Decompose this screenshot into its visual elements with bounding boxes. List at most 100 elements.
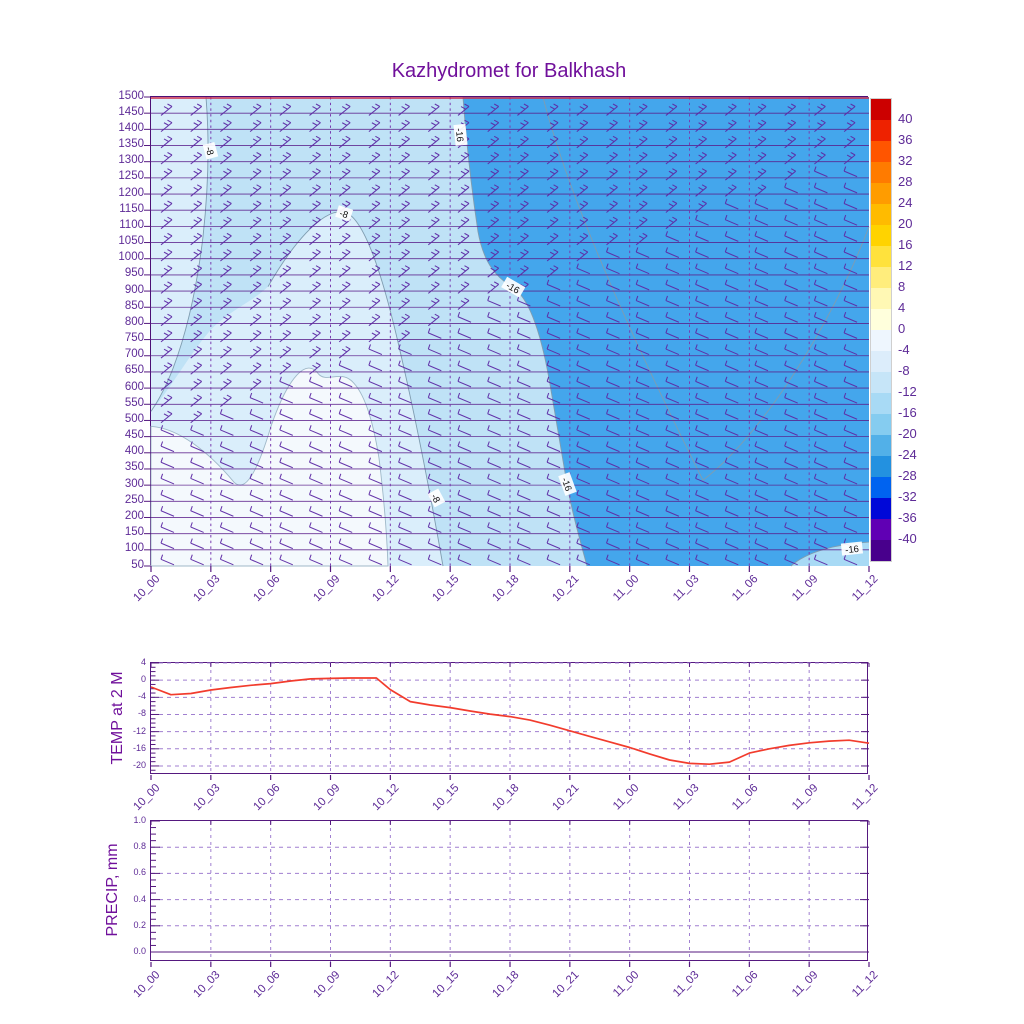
wind-barb xyxy=(190,346,203,359)
wind-barb xyxy=(695,473,709,485)
wind-barb xyxy=(724,328,739,339)
wind-barb xyxy=(457,311,472,323)
wind-barb xyxy=(813,489,828,501)
wind-barb xyxy=(635,328,650,339)
wind-barb xyxy=(457,184,470,197)
wind-barb xyxy=(309,408,323,420)
precip-y-label: 0.0 xyxy=(133,946,146,956)
wind-barb xyxy=(517,119,529,133)
temp-y-label: -20 xyxy=(132,759,146,770)
wind-barb xyxy=(309,200,321,213)
svg-text:-16: -16 xyxy=(453,128,465,143)
colorbar-segment xyxy=(871,519,891,540)
wind-barb xyxy=(576,249,589,262)
wind-barb xyxy=(665,279,680,291)
colorbar-segment xyxy=(871,351,891,372)
wind-barb xyxy=(368,408,383,420)
wind-barb xyxy=(338,441,353,453)
height-label: 1000 xyxy=(118,251,144,264)
wind-barb xyxy=(665,103,678,116)
temp-y-label: -4 xyxy=(137,691,146,702)
wind-barb xyxy=(398,506,412,517)
wind-barb xyxy=(724,231,739,242)
wind-barb xyxy=(576,441,591,453)
wind-barb xyxy=(724,119,737,133)
wind-barb xyxy=(843,152,856,165)
wind-barb xyxy=(546,311,561,323)
wind-barb xyxy=(665,554,680,566)
wind-barb xyxy=(516,376,531,388)
wind-barb xyxy=(754,360,769,372)
colorbar-value: -4 xyxy=(898,342,910,357)
wind-barb xyxy=(160,346,173,359)
wind-barb xyxy=(219,538,234,550)
wind-barb xyxy=(813,392,828,404)
wind-barb xyxy=(546,168,559,181)
wind-barb xyxy=(784,408,798,420)
wind-barb xyxy=(516,392,531,404)
wind-barb xyxy=(576,295,591,307)
wind-barb xyxy=(249,457,264,469)
wind-barb xyxy=(665,263,680,275)
wind-barb xyxy=(606,103,618,116)
temp-y-label: -16 xyxy=(132,742,146,753)
wind-barb xyxy=(368,281,381,294)
wind-barb xyxy=(695,522,709,533)
time-label: 11_03 xyxy=(670,969,701,1000)
wind-barb xyxy=(160,457,175,469)
wind-barb xyxy=(695,135,707,149)
wind-barb xyxy=(427,360,442,372)
wind-barb xyxy=(249,522,264,533)
wind-barb xyxy=(813,506,828,517)
wind-barb xyxy=(338,168,351,181)
colorbar-value: 32 xyxy=(898,153,913,168)
height-label: 750 xyxy=(124,332,144,345)
wind-barb xyxy=(635,489,650,501)
time-label: 10_03 xyxy=(191,573,223,605)
wind-barb xyxy=(843,182,858,194)
wind-barb xyxy=(398,216,410,230)
wind-barb xyxy=(427,457,442,469)
wind-barb xyxy=(368,376,383,388)
wind-barb xyxy=(635,295,650,307)
wind-barb xyxy=(249,408,264,420)
wind-barb xyxy=(814,119,826,133)
wind-barb xyxy=(368,265,381,278)
wind-barb xyxy=(190,410,203,424)
wind-barb xyxy=(427,506,442,517)
wind-barb xyxy=(546,103,559,116)
wind-barb xyxy=(635,247,650,259)
wind-barb xyxy=(487,311,501,323)
wind-barb xyxy=(249,281,262,294)
wind-barb xyxy=(487,408,501,420)
wind-barb xyxy=(309,457,323,469)
wind-barb xyxy=(784,168,797,181)
wind-barb xyxy=(665,457,680,469)
time-label: 10_18 xyxy=(490,969,522,1001)
wind-barb xyxy=(279,441,294,453)
wind-barb xyxy=(368,360,383,372)
wind-barb xyxy=(368,168,381,181)
wind-barb xyxy=(516,538,531,550)
colorbar-value: 0 xyxy=(898,321,906,336)
wind-barb xyxy=(457,408,472,420)
wind-barb xyxy=(338,554,353,566)
time-label: 10_12 xyxy=(370,573,402,605)
wind-barb xyxy=(843,360,858,372)
wind-barb xyxy=(843,441,858,453)
temp-2m-line xyxy=(150,677,870,766)
wind-barb xyxy=(665,344,680,356)
wind-barb xyxy=(546,457,561,469)
wind-barb xyxy=(665,425,680,436)
wind-barb xyxy=(190,232,203,246)
wind-barb xyxy=(487,538,501,550)
wind-barb xyxy=(457,360,472,372)
wind-barb xyxy=(219,522,234,533)
wind-barb xyxy=(695,152,707,165)
wind-barb xyxy=(160,489,175,501)
wind-barb xyxy=(427,328,442,339)
wind-barb xyxy=(338,249,351,262)
colorbar-segment xyxy=(871,246,891,267)
wind-barb xyxy=(665,408,680,420)
wind-barb xyxy=(516,489,531,501)
